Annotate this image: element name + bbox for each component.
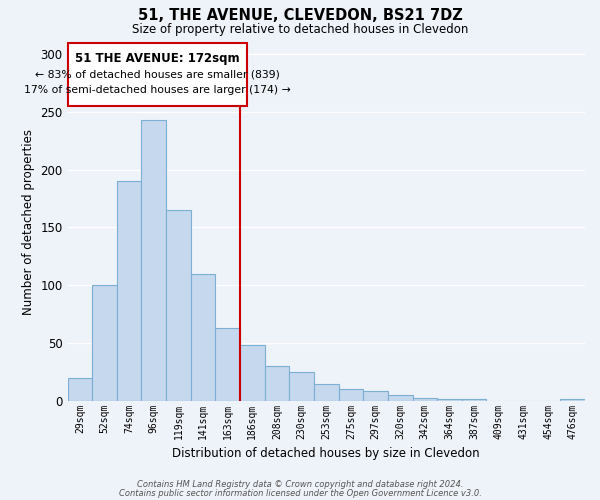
Bar [314, 384, 338, 400]
X-axis label: Distribution of detached houses by size in Clevedon: Distribution of detached houses by size … [172, 447, 480, 460]
Text: Contains public sector information licensed under the Open Government Licence v3: Contains public sector information licen… [119, 488, 481, 498]
Bar [265, 366, 289, 400]
Text: 17% of semi-detached houses are larger (174) →: 17% of semi-detached houses are larger (… [24, 85, 291, 95]
Bar [289, 372, 314, 400]
Bar [166, 210, 191, 400]
Text: 51 THE AVENUE: 172sqm: 51 THE AVENUE: 172sqm [75, 52, 240, 65]
Bar [363, 392, 388, 400]
Bar [68, 378, 92, 400]
Text: ← 83% of detached houses are smaller (839): ← 83% of detached houses are smaller (83… [35, 70, 280, 80]
Bar [388, 395, 413, 400]
Text: 51, THE AVENUE, CLEVEDON, BS21 7DZ: 51, THE AVENUE, CLEVEDON, BS21 7DZ [137, 8, 463, 22]
Bar [92, 285, 117, 401]
Bar [215, 328, 240, 400]
Bar [338, 389, 363, 400]
Bar [117, 181, 142, 400]
Bar [240, 345, 265, 401]
Y-axis label: Number of detached properties: Number of detached properties [22, 128, 35, 314]
Text: Contains HM Land Registry data © Crown copyright and database right 2024.: Contains HM Land Registry data © Crown c… [137, 480, 463, 489]
Bar [413, 398, 437, 400]
Bar [68, 42, 247, 106]
Text: Size of property relative to detached houses in Clevedon: Size of property relative to detached ho… [132, 22, 468, 36]
Bar [142, 120, 166, 400]
Bar [191, 274, 215, 400]
